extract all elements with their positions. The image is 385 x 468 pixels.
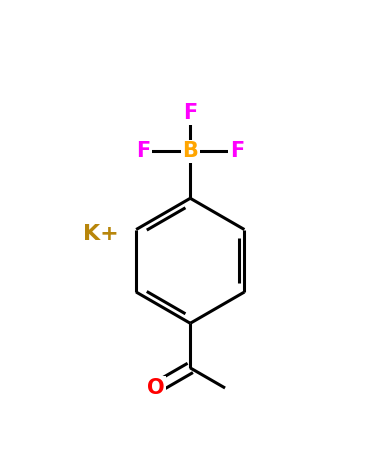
Text: F: F (136, 141, 151, 161)
Text: F: F (230, 141, 244, 161)
Text: F: F (183, 103, 198, 124)
Text: O: O (147, 378, 164, 398)
Text: K+: K+ (83, 224, 119, 244)
Text: B: B (182, 141, 198, 161)
